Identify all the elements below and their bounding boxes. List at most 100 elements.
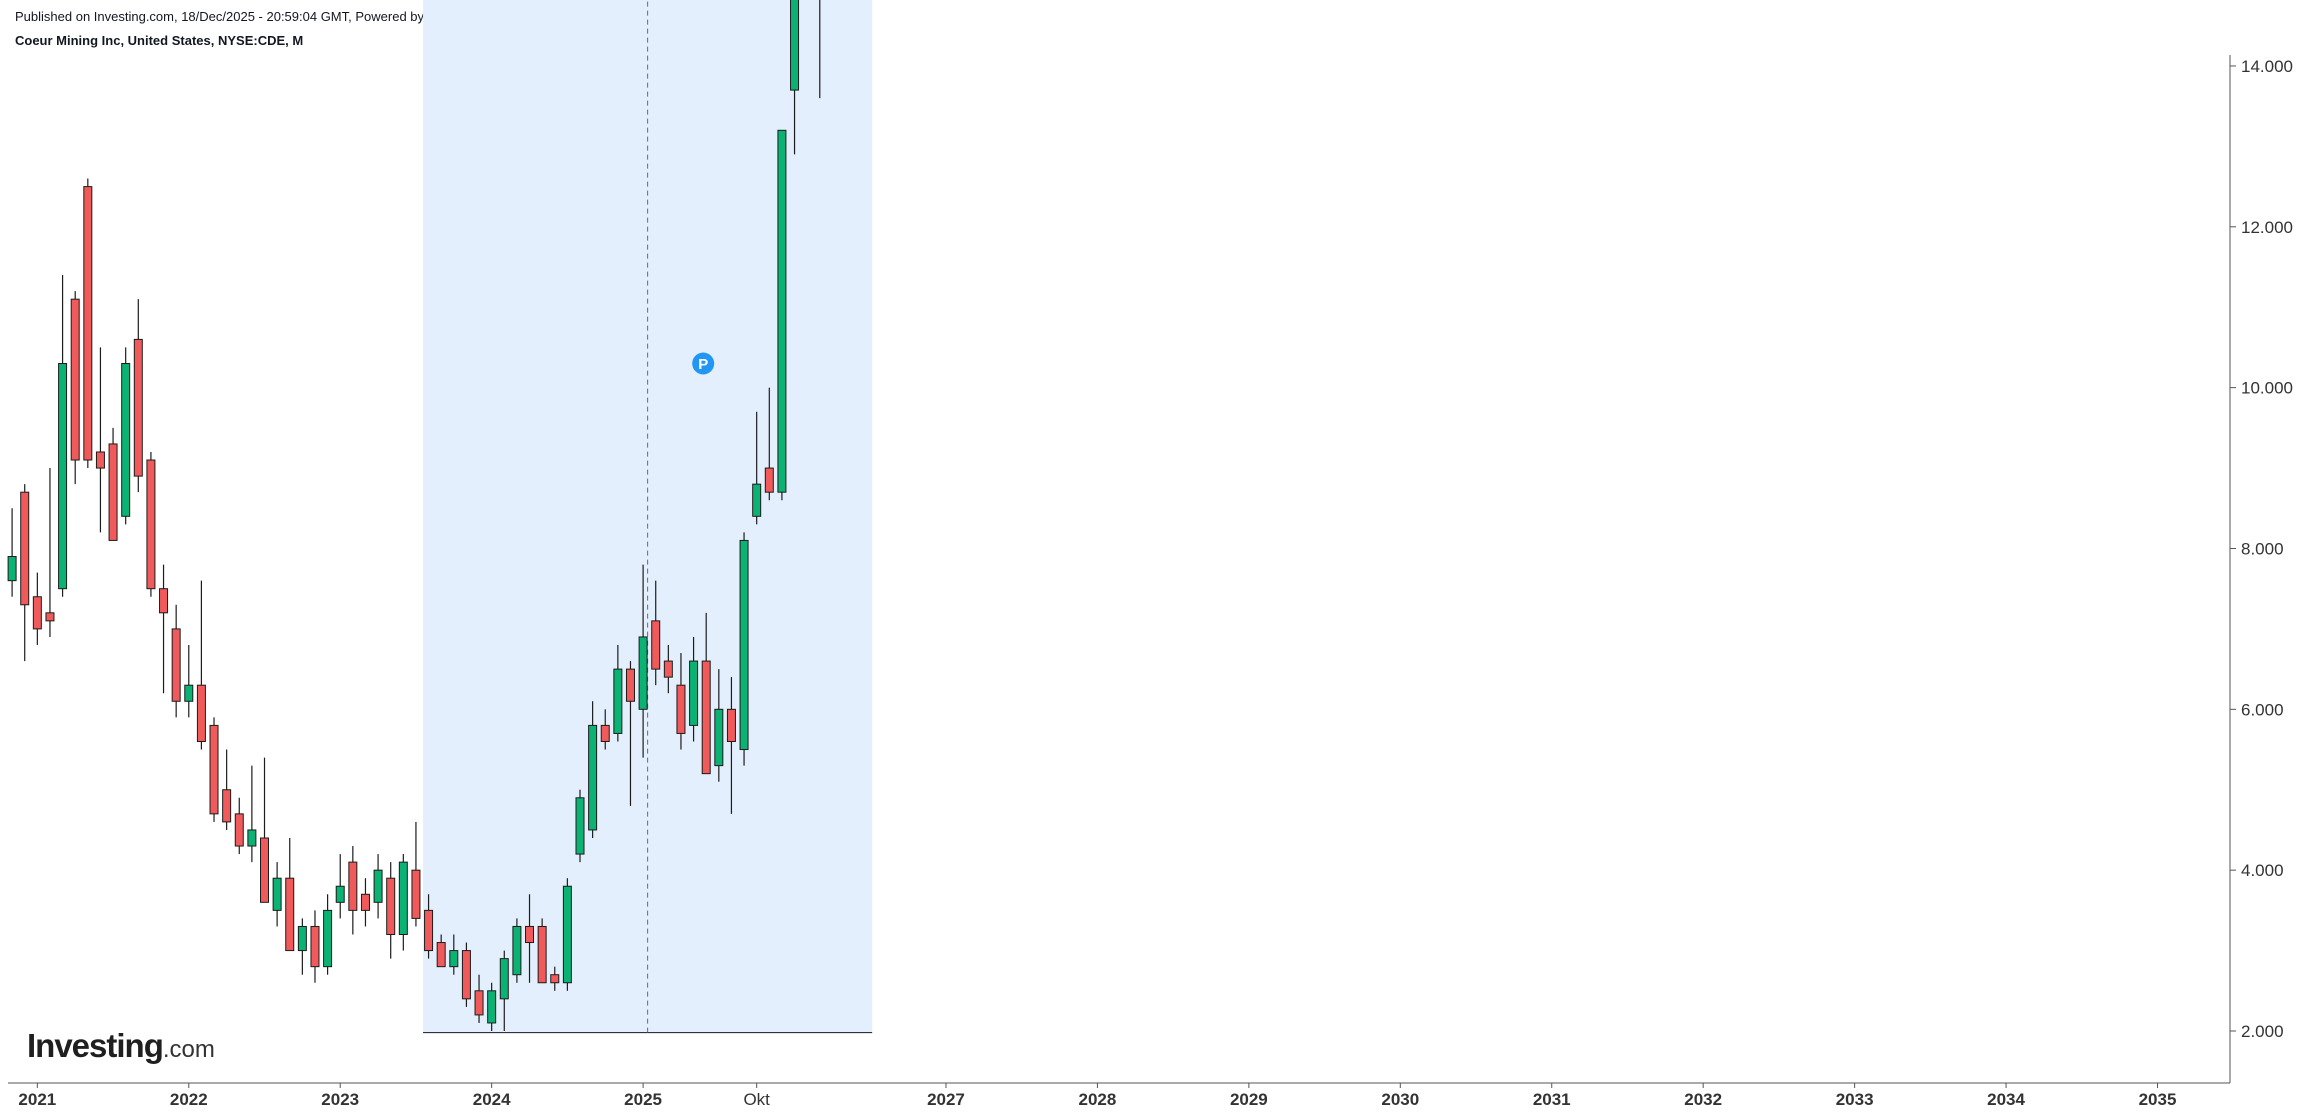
candle-2025-07	[714, 669, 724, 782]
candle-2023-11	[461, 942, 471, 1007]
x-tick-label: 2029	[1230, 1090, 1268, 1109]
candle-2025-04	[676, 653, 686, 750]
candle-body	[575, 797, 585, 855]
candle-body	[663, 660, 673, 678]
candle-2022-08	[272, 862, 282, 927]
candle-body	[739, 539, 749, 751]
candle-2023-08	[424, 894, 434, 959]
candle-body	[588, 724, 598, 831]
x-tick-label: 2028	[1079, 1090, 1117, 1109]
candle-2022-03	[209, 717, 219, 822]
candle-2024-09	[588, 701, 598, 838]
candle-body	[20, 491, 30, 606]
candle-2025-08	[726, 677, 736, 814]
candle-body	[676, 684, 686, 734]
candle-2024-01	[487, 982, 497, 1031]
candle-body	[260, 837, 269, 903]
candle-body	[525, 925, 535, 944]
candle-2024-07	[562, 878, 572, 991]
candle-body	[790, 0, 800, 91]
candle-2024-05	[537, 918, 547, 984]
x-tick-label: 2035	[2139, 1090, 2177, 1109]
candle-2021-12	[171, 604, 181, 718]
candle-body	[171, 628, 181, 702]
candle-body	[562, 885, 572, 984]
candle-body	[285, 877, 295, 952]
candle-body	[625, 668, 635, 702]
candle-2025-05	[689, 636, 699, 742]
candle-body	[638, 636, 648, 710]
candle-2021-08	[121, 347, 131, 525]
candle-2022-02	[196, 580, 206, 750]
x-tick-label: 2023	[321, 1090, 359, 1109]
candle-body	[360, 893, 370, 911]
candle-2023-03	[360, 878, 370, 927]
candle-body	[398, 861, 408, 935]
candle-body	[499, 958, 509, 1000]
candle-body	[436, 942, 446, 968]
candle-body	[323, 909, 333, 968]
candle-2022-04	[222, 749, 232, 830]
candle-body	[449, 950, 459, 968]
candle-body	[146, 459, 156, 590]
candle-body	[222, 789, 232, 823]
candle-2022-11	[310, 910, 320, 983]
logo-suffix-text: .com	[162, 1036, 215, 1063]
candle-2026-01	[790, 0, 800, 155]
candle-body	[537, 925, 547, 984]
candle-2022-06	[247, 765, 257, 863]
candle-2023-07	[411, 821, 421, 927]
candle-body	[474, 990, 484, 1016]
x-tick-label: 2033	[1836, 1090, 1874, 1109]
candle-body	[310, 925, 320, 968]
candle-body	[234, 813, 244, 847]
x-tick-label: Okt	[743, 1090, 770, 1109]
candle-2023-09	[436, 934, 446, 968]
candle-2025-06	[701, 612, 711, 775]
candle-body	[726, 708, 736, 742]
y-tick-label: 10.000	[2241, 379, 2293, 398]
candle-2024-08	[575, 789, 585, 863]
candle-2020-11	[7, 508, 17, 597]
x-tick-label: 2025	[624, 1090, 662, 1109]
candle-2025-01	[638, 564, 648, 758]
candle-2024-04	[525, 894, 535, 983]
candle-2021-03	[58, 275, 68, 597]
candle-2024-12	[625, 661, 635, 806]
candle-body	[335, 885, 345, 903]
logo-main-text: Investing	[27, 1027, 164, 1064]
candle-2021-09	[133, 299, 143, 493]
investing-logo: Investing.com	[27, 1027, 215, 1065]
candle-body	[512, 925, 522, 976]
x-tick-label: 2034	[1987, 1090, 2025, 1109]
candle-body	[297, 925, 307, 952]
candle-body	[424, 909, 434, 952]
symbol-title: Coeur Mining Inc, United States, NYSE:CD…	[15, 33, 304, 48]
candle-body	[386, 877, 396, 935]
candle-2025-02	[651, 580, 661, 686]
candle-body	[159, 588, 169, 614]
event-marker[interactable]	[692, 352, 715, 375]
candle-body	[209, 724, 219, 815]
candle-2024-02	[499, 950, 509, 1031]
x-tick-label: 2024	[473, 1090, 511, 1109]
candle-2026-03	[819, 0, 821, 99]
candle-2023-01	[335, 854, 345, 919]
candle-body	[247, 829, 257, 847]
candle-2021-11	[159, 564, 169, 694]
published-caption: Published on Investing.com, 18/Dec/2025 …	[15, 9, 502, 24]
y-tick-label: 6.000	[2241, 700, 2284, 719]
candle-body	[461, 950, 471, 1000]
candle-2025-03	[663, 644, 673, 694]
candle-body	[373, 869, 383, 903]
candle-2021-06	[95, 347, 105, 533]
candle-2025-09	[739, 532, 749, 766]
candle-2025-11	[764, 387, 774, 501]
candle-2025-10	[752, 411, 762, 525]
candle-2021-02	[45, 468, 55, 637]
x-tick-label: 2021	[18, 1090, 56, 1109]
candle-body	[348, 861, 358, 911]
candle-2023-04	[373, 854, 383, 919]
candle-body	[108, 443, 118, 541]
